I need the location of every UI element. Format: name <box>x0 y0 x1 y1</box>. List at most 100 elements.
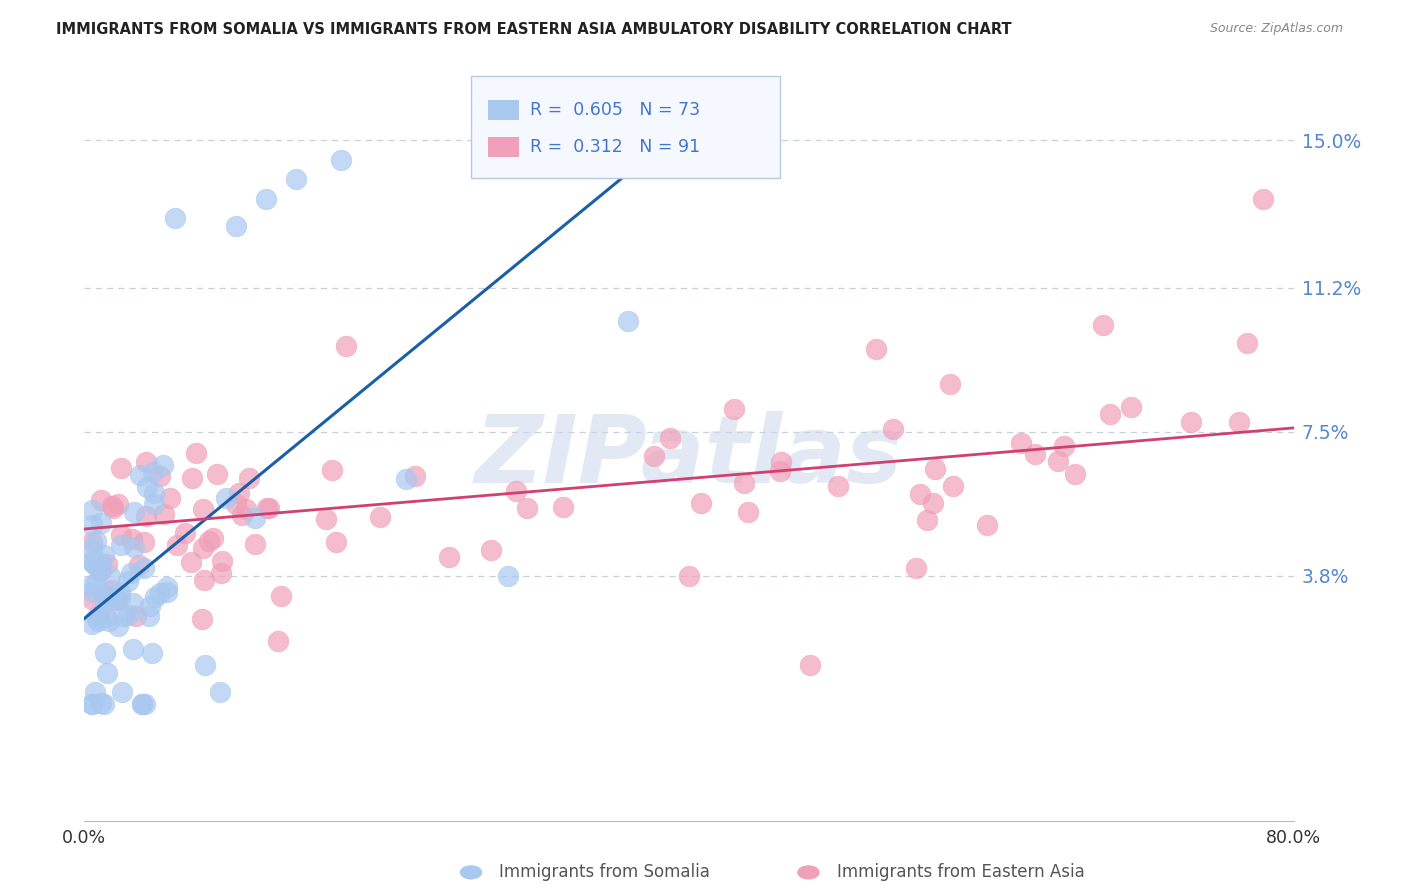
Point <box>159 491 181 505</box>
Point <box>235 502 257 516</box>
Point <box>84 575 107 590</box>
Point <box>143 486 166 500</box>
Point <box>211 553 233 567</box>
Point <box>325 535 347 549</box>
Point <box>131 697 153 711</box>
Point <box>238 471 260 485</box>
Point <box>516 500 538 515</box>
Point <box>904 561 927 575</box>
Point <box>770 455 793 469</box>
Point <box>90 493 112 508</box>
Point <box>228 485 250 500</box>
Point <box>124 505 146 519</box>
Point <box>215 491 238 505</box>
Point <box>256 500 278 515</box>
Point <box>80 591 103 606</box>
Point <box>101 499 124 513</box>
Point <box>101 500 124 515</box>
Point <box>135 480 157 494</box>
Point <box>125 608 148 623</box>
Point <box>882 421 904 435</box>
Point <box>194 658 217 673</box>
Point <box>209 566 232 580</box>
Point <box>254 192 277 206</box>
Point <box>1011 436 1033 450</box>
Point <box>330 153 353 167</box>
Point <box>117 608 139 623</box>
Point <box>93 548 115 562</box>
Point <box>110 538 132 552</box>
Point <box>96 589 118 603</box>
Point <box>1180 415 1202 429</box>
Point <box>1053 439 1076 453</box>
Point <box>190 612 212 626</box>
Point <box>111 685 134 699</box>
Point <box>165 211 187 225</box>
Point <box>505 484 527 499</box>
Point <box>80 503 103 517</box>
Point <box>132 561 155 575</box>
Text: IMMIGRANTS FROM SOMALIA VS IMMIGRANTS FROM EASTERN ASIA AMBULATORY DISABILITY CO: IMMIGRANTS FROM SOMALIA VS IMMIGRANTS FR… <box>56 22 1012 37</box>
Point <box>142 465 165 479</box>
Point <box>117 574 139 588</box>
Point <box>134 697 156 711</box>
Point <box>315 512 337 526</box>
Point <box>96 558 118 572</box>
Point <box>141 647 163 661</box>
Point <box>266 633 288 648</box>
Point <box>80 585 103 599</box>
Point <box>90 516 112 530</box>
Point <box>922 496 945 510</box>
Point <box>976 518 998 533</box>
Point <box>80 616 103 631</box>
Point <box>143 590 166 604</box>
Point <box>225 497 247 511</box>
Point <box>231 508 253 522</box>
Point <box>100 582 122 597</box>
Point <box>128 558 150 572</box>
Point <box>93 587 115 601</box>
Point <box>939 377 962 392</box>
Point <box>198 533 221 548</box>
Point <box>368 509 391 524</box>
Point <box>737 505 759 519</box>
Point <box>769 464 792 478</box>
Point <box>80 697 103 711</box>
Point <box>181 471 204 485</box>
Point <box>80 534 103 549</box>
Point <box>86 614 108 628</box>
Point <box>89 563 111 577</box>
Point <box>149 469 172 483</box>
Text: ZIPatlas: ZIPatlas <box>475 410 903 503</box>
Point <box>80 518 103 533</box>
Point <box>156 581 179 595</box>
Point <box>149 586 172 600</box>
Point <box>94 595 117 609</box>
Point <box>84 533 107 548</box>
Point <box>193 574 215 588</box>
Point <box>121 641 143 656</box>
Point <box>551 500 574 515</box>
Point <box>723 402 745 417</box>
Point <box>90 556 112 570</box>
Point <box>121 566 143 580</box>
Point <box>97 614 120 628</box>
Point <box>1024 448 1046 462</box>
Point <box>404 468 426 483</box>
Text: Immigrants from Somalia: Immigrants from Somalia <box>499 863 710 881</box>
Point <box>152 507 174 521</box>
Point <box>245 511 267 525</box>
Point <box>131 697 153 711</box>
Point <box>110 585 132 599</box>
Point <box>94 610 117 624</box>
Point <box>112 608 135 623</box>
Text: R =  0.312   N = 91: R = 0.312 N = 91 <box>530 138 700 156</box>
Point <box>827 478 849 492</box>
Point <box>1092 318 1115 332</box>
Point <box>143 497 166 511</box>
Point <box>437 550 460 565</box>
Point <box>80 577 103 591</box>
Point <box>80 554 103 568</box>
Point <box>80 542 103 557</box>
Point <box>201 531 224 545</box>
